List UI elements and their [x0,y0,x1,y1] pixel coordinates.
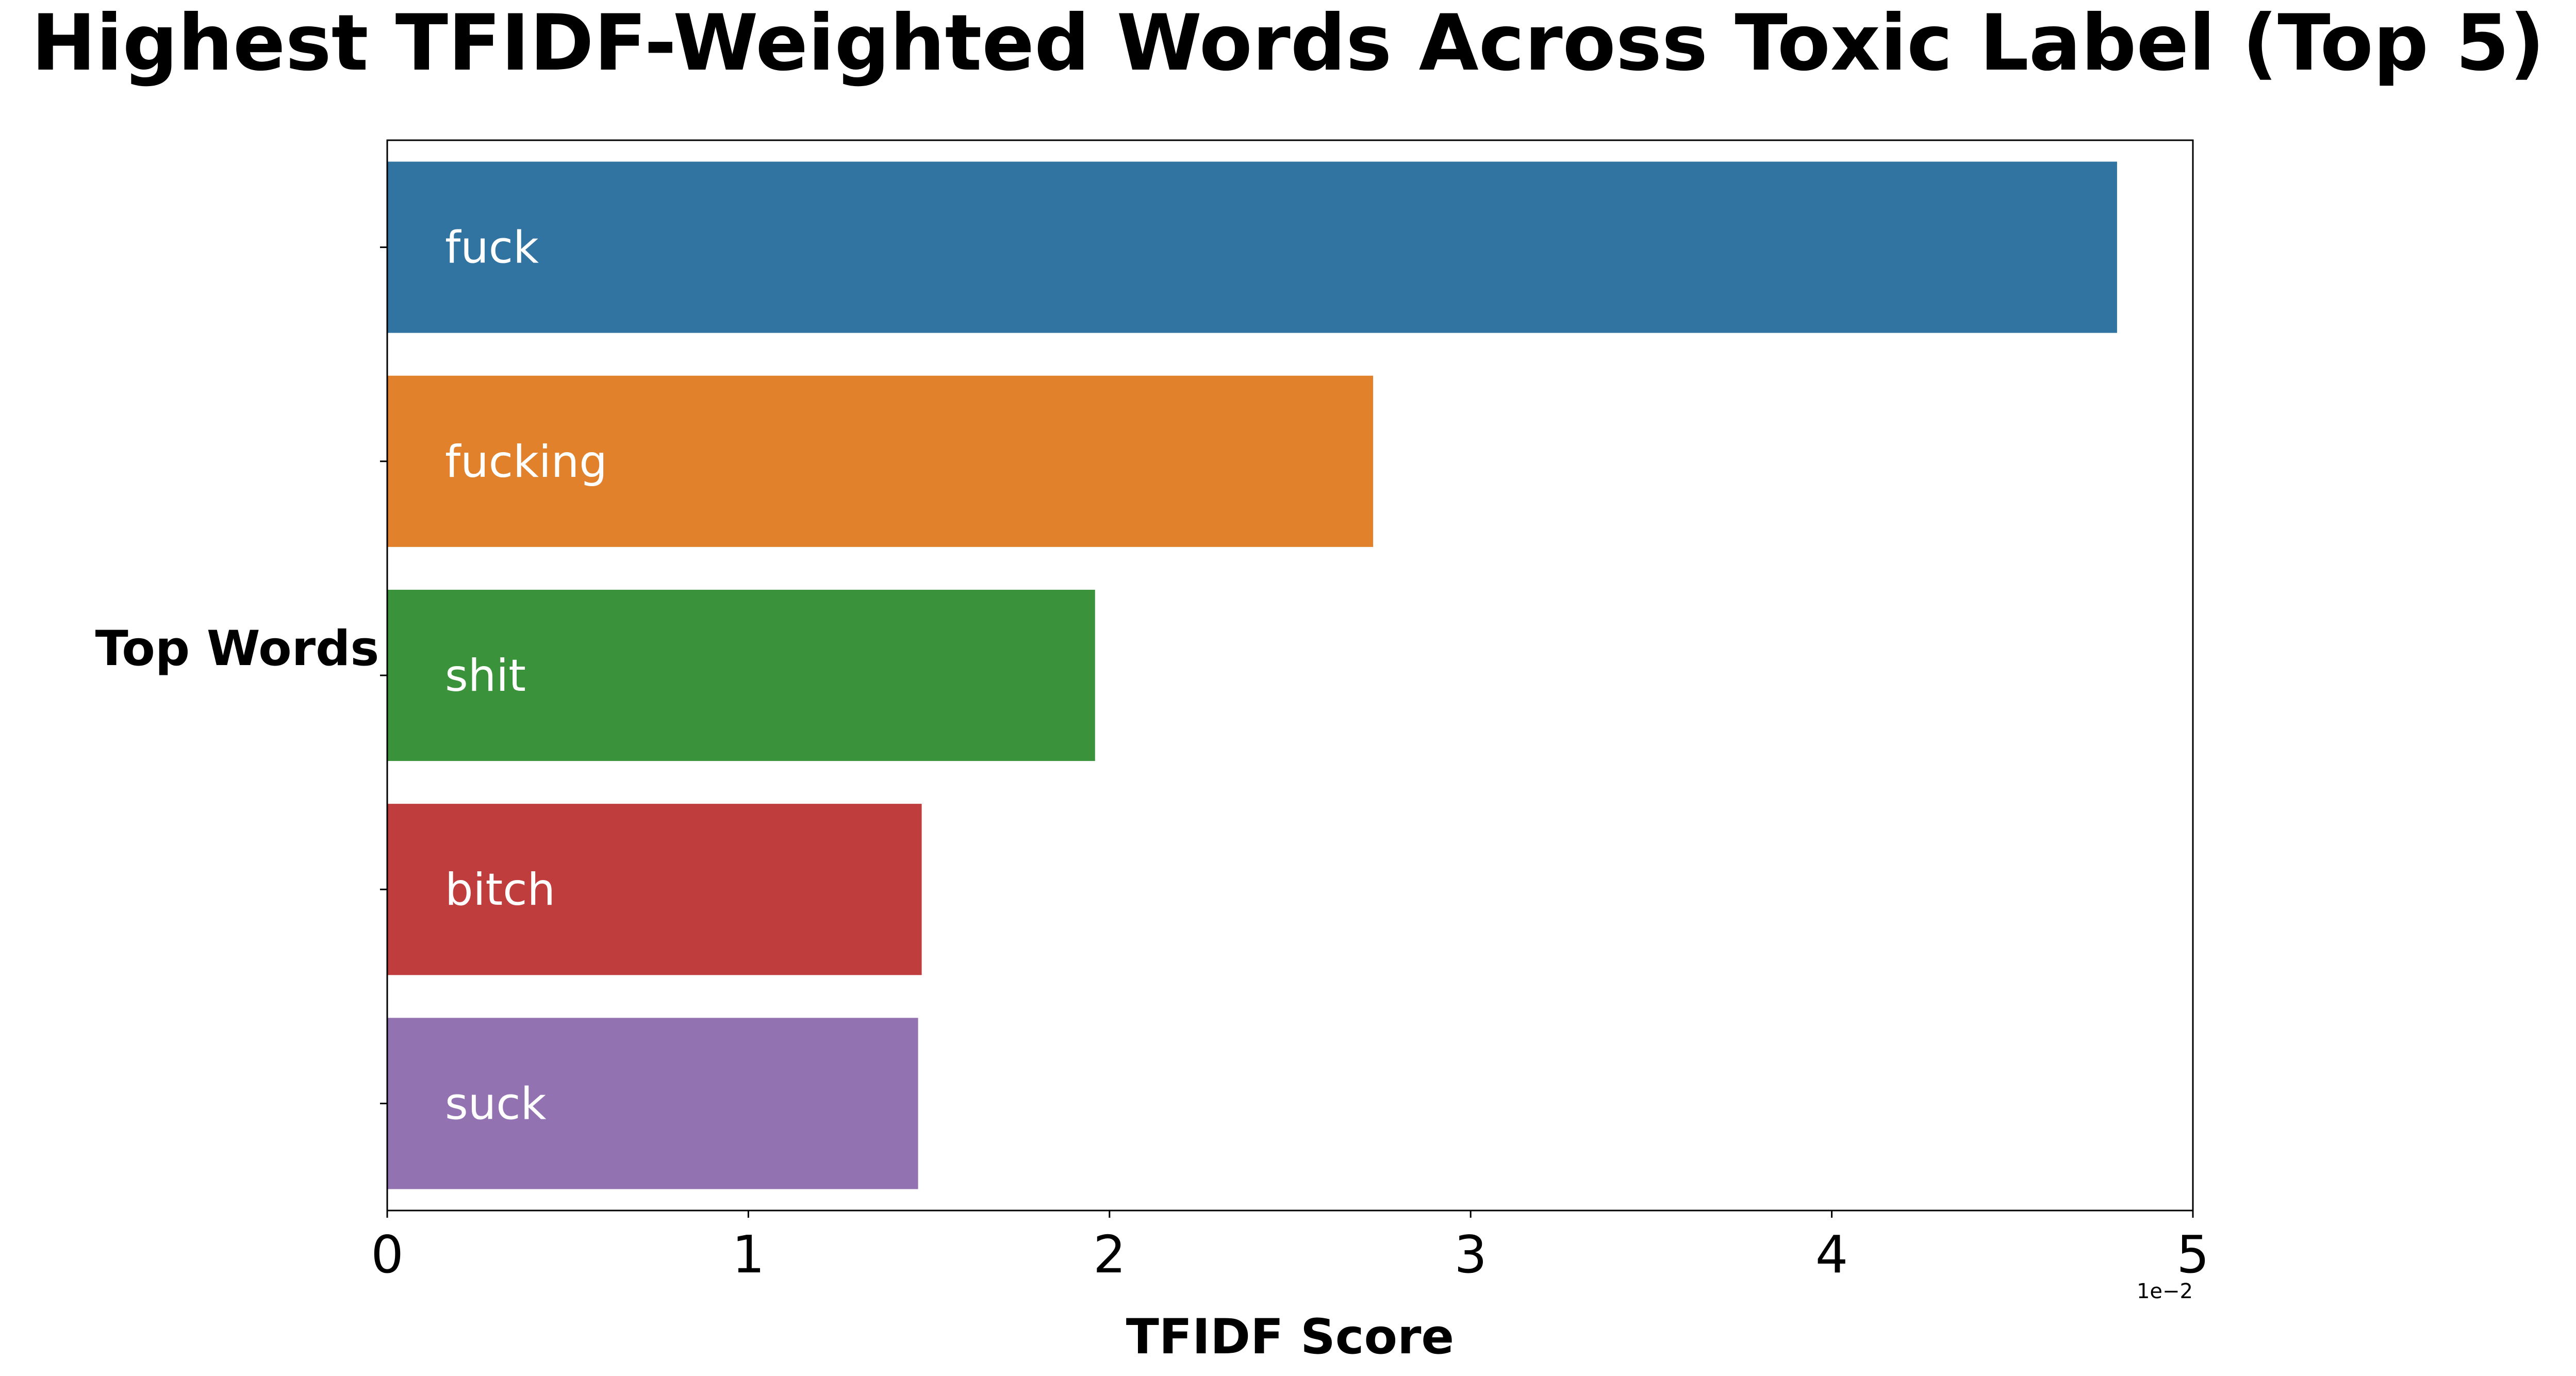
chart-title: Highest TFIDF-Weighted Words Across Toxi… [31,0,2545,88]
bar-label-suck: suck [445,1078,547,1130]
bar-label-fuck: fuck [445,222,539,274]
x-tick-label: 3 [1454,1224,1487,1285]
x-axis-label: TFIDF Score [1126,1309,1454,1365]
x-tick-label: 2 [1093,1224,1126,1285]
x-tick-label: 5 [2176,1224,2209,1285]
bar-label-fucking: fucking [445,436,607,488]
bar-shit [387,589,1095,761]
y-axis-label: Top Words [95,621,379,677]
bar-suck [387,1018,918,1189]
x-ticks-group: 0 1 2 3 4 5 [371,1211,2209,1285]
bar-bitch [387,804,922,975]
x-tick-label: 4 [1815,1224,1848,1285]
x-tick-label: 0 [371,1224,404,1285]
x-axis-offset-label: 1e−2 [2137,1280,2193,1303]
bar-fuck [387,161,2117,333]
y-ticks-group [380,246,387,1104]
bar-label-bitch: bitch [445,864,555,916]
bars-group: fuck fucking shit bitch suck [387,161,2117,1189]
plot-frame [386,139,2194,1212]
bar-label-shit: shit [445,650,526,702]
x-tick-label: 1 [732,1224,765,1285]
bar-fucking [387,375,1374,547]
